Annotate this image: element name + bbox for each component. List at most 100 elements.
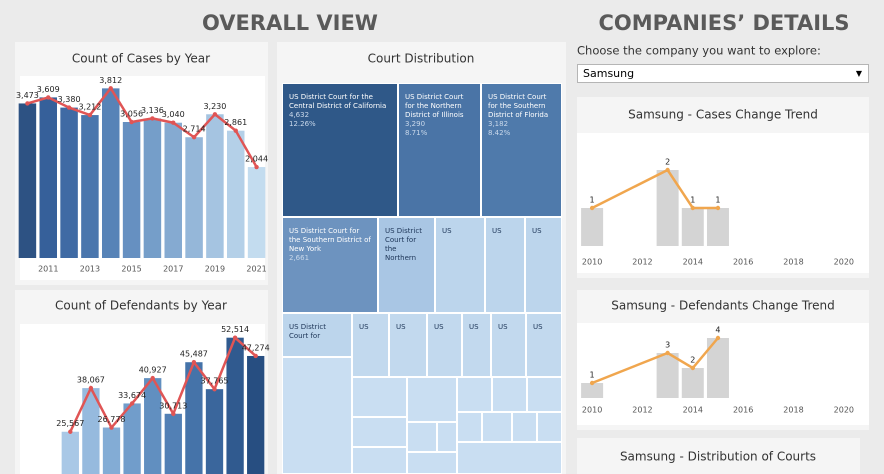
value-label: 26,778 [98,415,126,424]
line-point [171,120,176,125]
treemap-cell [352,377,407,417]
bar [226,337,244,474]
treemap-cell: US [435,217,485,313]
treemap-cell: US District Court for the Southern Distr… [481,83,562,217]
bar [681,368,704,398]
plot-area [577,133,869,273]
cell-label: US District Court for the Southern Distr… [488,93,549,119]
cell-label: US [498,323,508,331]
x-tick-label: 2021 [246,265,266,274]
value-label: 3,812 [99,76,122,85]
x-tick-label: 2014 [683,406,703,415]
value-label: 3 [665,341,670,350]
trend-line [591,337,719,385]
bar [227,130,245,258]
cell-label: US [442,227,452,235]
line-point [690,205,695,211]
cell-label: US [359,323,369,331]
value-label: 2,861 [224,118,247,127]
bar [205,389,224,474]
value-label: 30,713 [159,401,187,410]
chart-title: Count of Defendants by Year [55,299,227,313]
trend-line [27,86,258,168]
cell-value: 4,632 [289,111,310,119]
value-label: 1 [690,196,695,205]
bar [60,107,78,258]
value-label: 47,274 [242,343,270,352]
value-label: 3,230 [203,102,226,111]
value-label: 2,714 [183,125,206,134]
bar [122,122,141,259]
bar [247,167,266,258]
company-dropdown[interactable]: Samsung ▼ [577,64,869,83]
trend-line [591,168,718,210]
bar [81,115,99,258]
treemap-cell [407,452,457,474]
cell-label: US District Court for the Central Distri… [289,93,387,110]
chart-title: Count of Cases by Year [72,52,210,66]
line-point [212,112,218,117]
chart-title: Samsung - Defendants Change Trend [611,299,834,313]
value-label: 2 [690,356,695,365]
cell-label: US [434,323,444,331]
treemap-cell [457,412,482,442]
bar [247,355,265,474]
bar [706,208,729,246]
dropdown-arrow: ▼ [855,69,862,78]
treemap-cell [492,377,527,412]
line-point [715,335,721,341]
bar [82,388,100,474]
line-point [108,86,113,91]
treemap-cell: US District Court for the Southern Distr… [282,217,378,313]
bar [185,137,203,258]
line-point [150,116,155,121]
value-label: 1 [715,196,720,205]
value-label: 25,567 [56,419,84,428]
treemap-cell [527,377,562,412]
value-label: 3,040 [162,110,185,119]
line-point [46,95,51,100]
x-tick-label: 2016 [733,406,753,415]
cell-value: 2,661 [289,254,310,262]
x-tick-label: 2010 [582,258,602,267]
bar [581,383,604,398]
cell-label: US [533,323,543,331]
treemap-cell: US [462,313,491,377]
bar [206,114,224,258]
bar [144,378,162,474]
cell-label: US [396,323,406,331]
cell-label: US District Court for [289,323,326,340]
treemap-cell [352,447,407,474]
value-label: 3,473 [16,91,39,100]
value-label: 40,927 [139,366,167,375]
x-tick-label: 2019 [205,265,225,274]
treemap-cell: US District Court for the Northern [378,217,435,313]
cell-label: US District Court for the Southern Distr… [289,227,371,253]
cell-label: US [492,227,502,235]
line-point [87,112,93,118]
bar [39,97,57,258]
value-label: 1 [590,196,595,205]
treemap-cell: US [427,313,462,377]
x-tick-label: 2012 [632,406,652,415]
treemap-cell [457,377,492,412]
value-label: 3,609 [37,85,60,94]
cell-share: 8.71% [405,129,428,137]
treemap-cell [482,412,512,442]
section-title: OVERALL VIEW [202,11,378,35]
value-label: 33,674 [118,391,146,400]
cell-share: 12.26% [289,120,316,128]
treemap-cell [457,442,562,474]
x-tick-label: 2017 [163,265,183,274]
filter-label: Choose the company you want to explore: [577,44,821,58]
x-tick-label: 2014 [683,258,703,267]
line-point [66,105,72,110]
value-label: 3,056 [120,110,143,119]
treemap-cell [437,422,457,452]
cell-label: US [469,323,479,331]
line-point [233,128,238,133]
line-point [212,386,217,392]
bar [185,362,203,474]
bar [656,353,679,398]
